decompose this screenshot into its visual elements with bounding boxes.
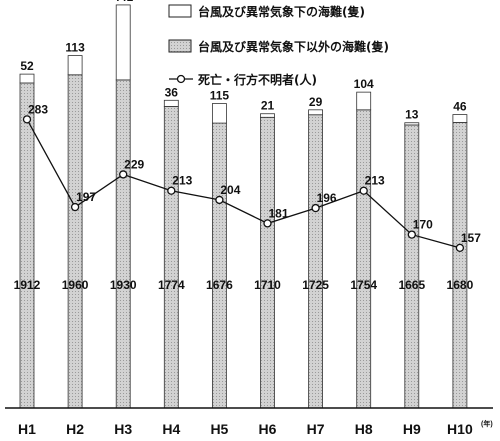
bar-upper xyxy=(163,99,179,107)
data-label-upper: 104 xyxy=(354,77,374,91)
data-label-line: 170 xyxy=(413,218,433,232)
bar-upper xyxy=(308,109,324,116)
legend-swatch-lower xyxy=(168,39,192,53)
data-label-upper: 52 xyxy=(20,59,34,73)
data-label-lower: 1710 xyxy=(254,278,281,292)
data-label-upper: 441 xyxy=(113,0,133,4)
x-tick-label: H2 xyxy=(66,421,84,437)
bar-lower xyxy=(356,109,372,409)
x-tick-label: H4 xyxy=(162,421,180,437)
legend-label-lower: 台風及び異常気象下以外の海難(隻) xyxy=(198,39,389,54)
legend-item-line: 死亡・行方不明者(人) xyxy=(169,72,317,87)
line-point xyxy=(119,170,128,179)
x-tick-label: H8 xyxy=(355,421,373,437)
legend-item-upper: 台風及び異常気象下の海難(隻) xyxy=(168,4,365,19)
x-axis-unit: (年) xyxy=(481,419,493,428)
data-label-lower: 1665 xyxy=(398,278,425,292)
line-point xyxy=(359,186,368,195)
bar-upper xyxy=(19,73,35,84)
bar-lower xyxy=(308,114,324,409)
x-tick-label: H7 xyxy=(307,421,325,437)
data-label-upper: 46 xyxy=(453,100,467,114)
data-label-line: 157 xyxy=(461,231,481,245)
bar-upper xyxy=(356,91,372,111)
data-label-upper: 115 xyxy=(210,89,230,103)
bar-lower xyxy=(452,122,468,409)
bar-upper xyxy=(115,4,131,81)
bar-lower xyxy=(163,106,179,409)
legend: 台風及び異常気象下の海難(隻) 台風及び異常気象下以外の海難(隻) 死亡・行方不… xyxy=(168,4,389,87)
bar-upper xyxy=(404,122,420,126)
line-point xyxy=(167,186,176,195)
data-label-upper: 21 xyxy=(261,99,275,113)
legend-label-upper: 台風及び異常気象下の海難(隻) xyxy=(198,4,365,19)
data-label-upper: 36 xyxy=(165,85,179,99)
data-label-upper: 29 xyxy=(309,95,323,109)
x-tick-label: H5 xyxy=(210,421,228,437)
x-tick-label: H3 xyxy=(114,421,132,437)
legend-label-line: 死亡・行方不明者(人) xyxy=(198,72,317,87)
data-label-lower: 1960 xyxy=(62,278,89,292)
line-point xyxy=(455,243,465,253)
line-group xyxy=(22,115,465,253)
data-label-lower: 1774 xyxy=(158,278,185,292)
bar-lower xyxy=(211,122,227,409)
legend-marker-sample xyxy=(176,74,186,84)
bars-group xyxy=(19,4,468,409)
bar-lower xyxy=(404,124,420,409)
data-label-line: 213 xyxy=(365,174,385,188)
x-tick-labels: H1 H2 H3 H4 H5 H6 H7 H8 H9 H10 xyxy=(18,421,473,437)
bar-upper xyxy=(67,55,83,76)
line-series xyxy=(26,119,461,249)
data-label-lower: 1754 xyxy=(350,278,377,292)
bar-upper xyxy=(260,113,275,118)
bar-upper xyxy=(452,114,468,123)
line-point xyxy=(263,219,272,228)
data-label-line: 229 xyxy=(124,157,144,171)
data-label-line: 213 xyxy=(172,174,192,188)
labels-group: 52 1912 113 1960 441 1930 36 1774 115 1676 21 1710 2… xyxy=(14,0,482,292)
data-label-lower: 1912 xyxy=(14,278,41,292)
data-label-line: 196 xyxy=(317,191,337,205)
data-label-line: 204 xyxy=(220,183,240,197)
data-label-line: 197 xyxy=(76,190,96,204)
line-point xyxy=(215,195,224,205)
bar-lower xyxy=(260,116,275,409)
data-label-lower: 1930 xyxy=(110,278,137,292)
data-label-lower: 1725 xyxy=(302,278,329,292)
x-tick-label: H10 xyxy=(447,421,473,437)
x-tick-label: H9 xyxy=(403,421,421,437)
bar-lower xyxy=(67,74,83,409)
data-label-lower: 1680 xyxy=(447,278,474,292)
x-tick-label: H1 xyxy=(18,421,36,437)
line-point xyxy=(22,115,32,124)
data-label-line: 181 xyxy=(268,206,288,220)
bar-upper xyxy=(211,103,227,124)
legend-swatch-upper xyxy=(168,4,192,18)
bar-lower xyxy=(115,79,131,409)
data-label-upper: 13 xyxy=(405,108,419,122)
data-label-lower: 1676 xyxy=(206,278,233,292)
data-label-line: 283 xyxy=(28,102,48,116)
x-tick-label: H6 xyxy=(259,421,277,437)
line-point xyxy=(311,203,320,213)
line-point xyxy=(407,230,416,239)
bar-lower xyxy=(19,82,35,409)
legend-item-lower: 台風及び異常気象下以外の海難(隻) xyxy=(168,39,389,54)
line-point xyxy=(70,202,80,212)
data-label-upper: 113 xyxy=(65,41,85,55)
